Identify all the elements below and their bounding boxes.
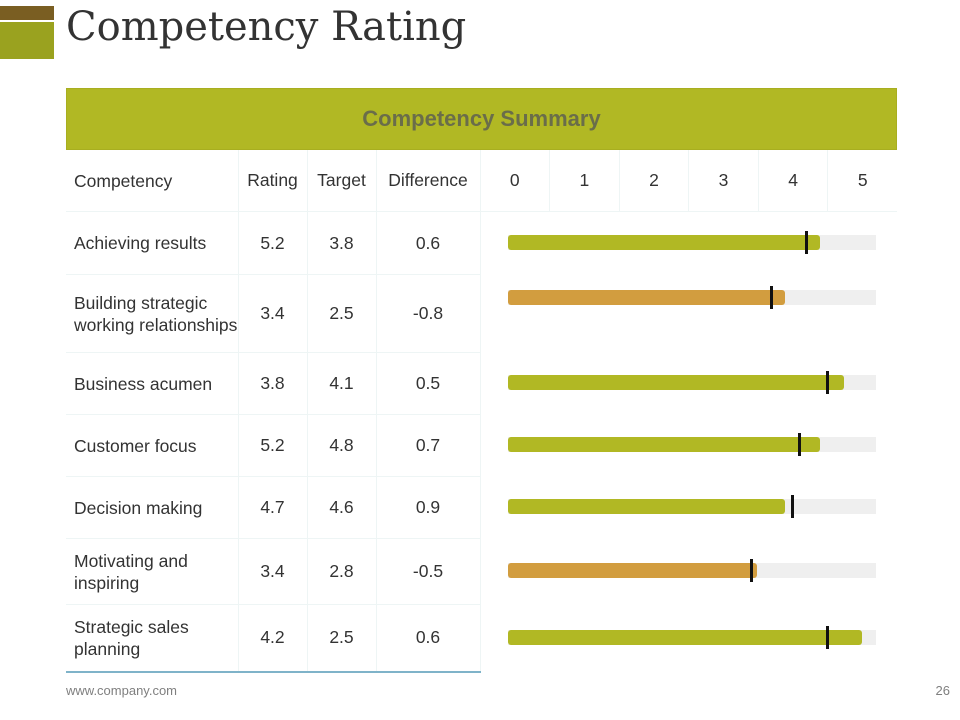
- rating-bar: [507, 234, 820, 250]
- competency-table: Competency Rating Target Difference 0 1 …: [66, 150, 897, 673]
- difference-value: -0.8: [376, 274, 481, 353]
- scale-tick-label: 3: [689, 150, 759, 211]
- target-value: 4.6: [307, 476, 377, 539]
- target-value: 4.8: [307, 414, 377, 477]
- footer-url: www.company.com: [66, 683, 178, 698]
- header-competency: Competency: [66, 150, 239, 212]
- target-value: 2.8: [307, 538, 377, 605]
- rating-bar: [507, 290, 786, 305]
- header-difference: Difference: [376, 150, 481, 212]
- scale-header: 0 1 2 3 4 5: [480, 150, 897, 212]
- target-marker: [791, 495, 795, 518]
- target-marker: [770, 286, 774, 309]
- rating-value: 4.2: [238, 604, 308, 673]
- accent-block-top: [0, 6, 54, 20]
- target-value: 2.5: [307, 604, 377, 673]
- target-value: 2.5: [307, 274, 377, 353]
- rating-value: 4.7: [238, 476, 308, 539]
- competency-name: Motivating and inspiring: [66, 538, 239, 605]
- table-row: Strategic sales planning 4.2 2.5 0.6: [66, 604, 897, 673]
- scale-tick-label: 2: [620, 150, 690, 211]
- competency-name: Achieving results: [66, 211, 239, 275]
- slide-title: Competency Rating: [66, 4, 467, 50]
- table-row: Decision making 4.7 4.6 0.9: [66, 476, 897, 539]
- table-header-row: Competency Rating Target Difference 0 1 …: [66, 150, 897, 212]
- target-marker: [825, 625, 829, 649]
- bar-chart-area: [480, 212, 897, 672]
- table-row: Business acumen 3.8 4.1 0.5: [66, 352, 897, 415]
- difference-value: 0.6: [376, 211, 481, 275]
- header-rating: Rating: [238, 150, 308, 212]
- scale-tick-label: 4: [759, 150, 829, 211]
- rating-value: 3.8: [238, 352, 308, 415]
- table-row: Building strategic working relationships…: [66, 274, 897, 353]
- competency-name: Decision making: [66, 476, 239, 539]
- scale-tick-label: 5: [857, 170, 868, 190]
- rating-value: 5.2: [238, 211, 308, 275]
- competency-name: Strategic sales planning: [66, 604, 239, 673]
- rating-bar: [507, 437, 820, 452]
- rating-value: 3.4: [238, 538, 308, 605]
- page-number: 26: [935, 683, 950, 698]
- accent-block-bottom: [0, 22, 54, 59]
- scale-tick-label: 0: [481, 150, 551, 211]
- rating-bar: [507, 563, 758, 578]
- difference-value: 0.5: [376, 352, 481, 415]
- target-marker: [805, 230, 809, 254]
- competency-name: Building strategic working relationships: [66, 274, 239, 353]
- table-row: Motivating and inspiring 3.4 2.8 -0.5: [66, 538, 897, 605]
- target-marker: [825, 371, 829, 394]
- target-value: 3.8: [307, 211, 377, 275]
- difference-value: 0.6: [376, 604, 481, 673]
- header-target: Target: [307, 150, 377, 212]
- scale-tick-label: 1: [550, 150, 620, 211]
- difference-value: 0.7: [376, 414, 481, 477]
- table-row: Achieving results 5.2 3.8 0.6: [66, 211, 897, 649]
- target-marker: [798, 433, 802, 456]
- rating-bar: [507, 375, 845, 390]
- summary-header: Competency Summary: [66, 88, 897, 150]
- table-row: Customer focus 5.2 4.8 0.7: [66, 414, 897, 477]
- rating-bar: [507, 629, 862, 645]
- rating-value: 5.2: [238, 414, 308, 477]
- target-marker: [749, 559, 753, 582]
- rating-value: 3.4: [238, 274, 308, 353]
- difference-value: -0.5: [376, 538, 481, 605]
- bar-chart: [481, 212, 898, 672]
- competency-name: Business acumen: [66, 352, 239, 415]
- competency-name: Customer focus: [66, 414, 239, 477]
- rating-bar: [507, 499, 786, 514]
- target-value: 4.1: [307, 352, 377, 415]
- difference-value: 0.9: [376, 476, 481, 539]
